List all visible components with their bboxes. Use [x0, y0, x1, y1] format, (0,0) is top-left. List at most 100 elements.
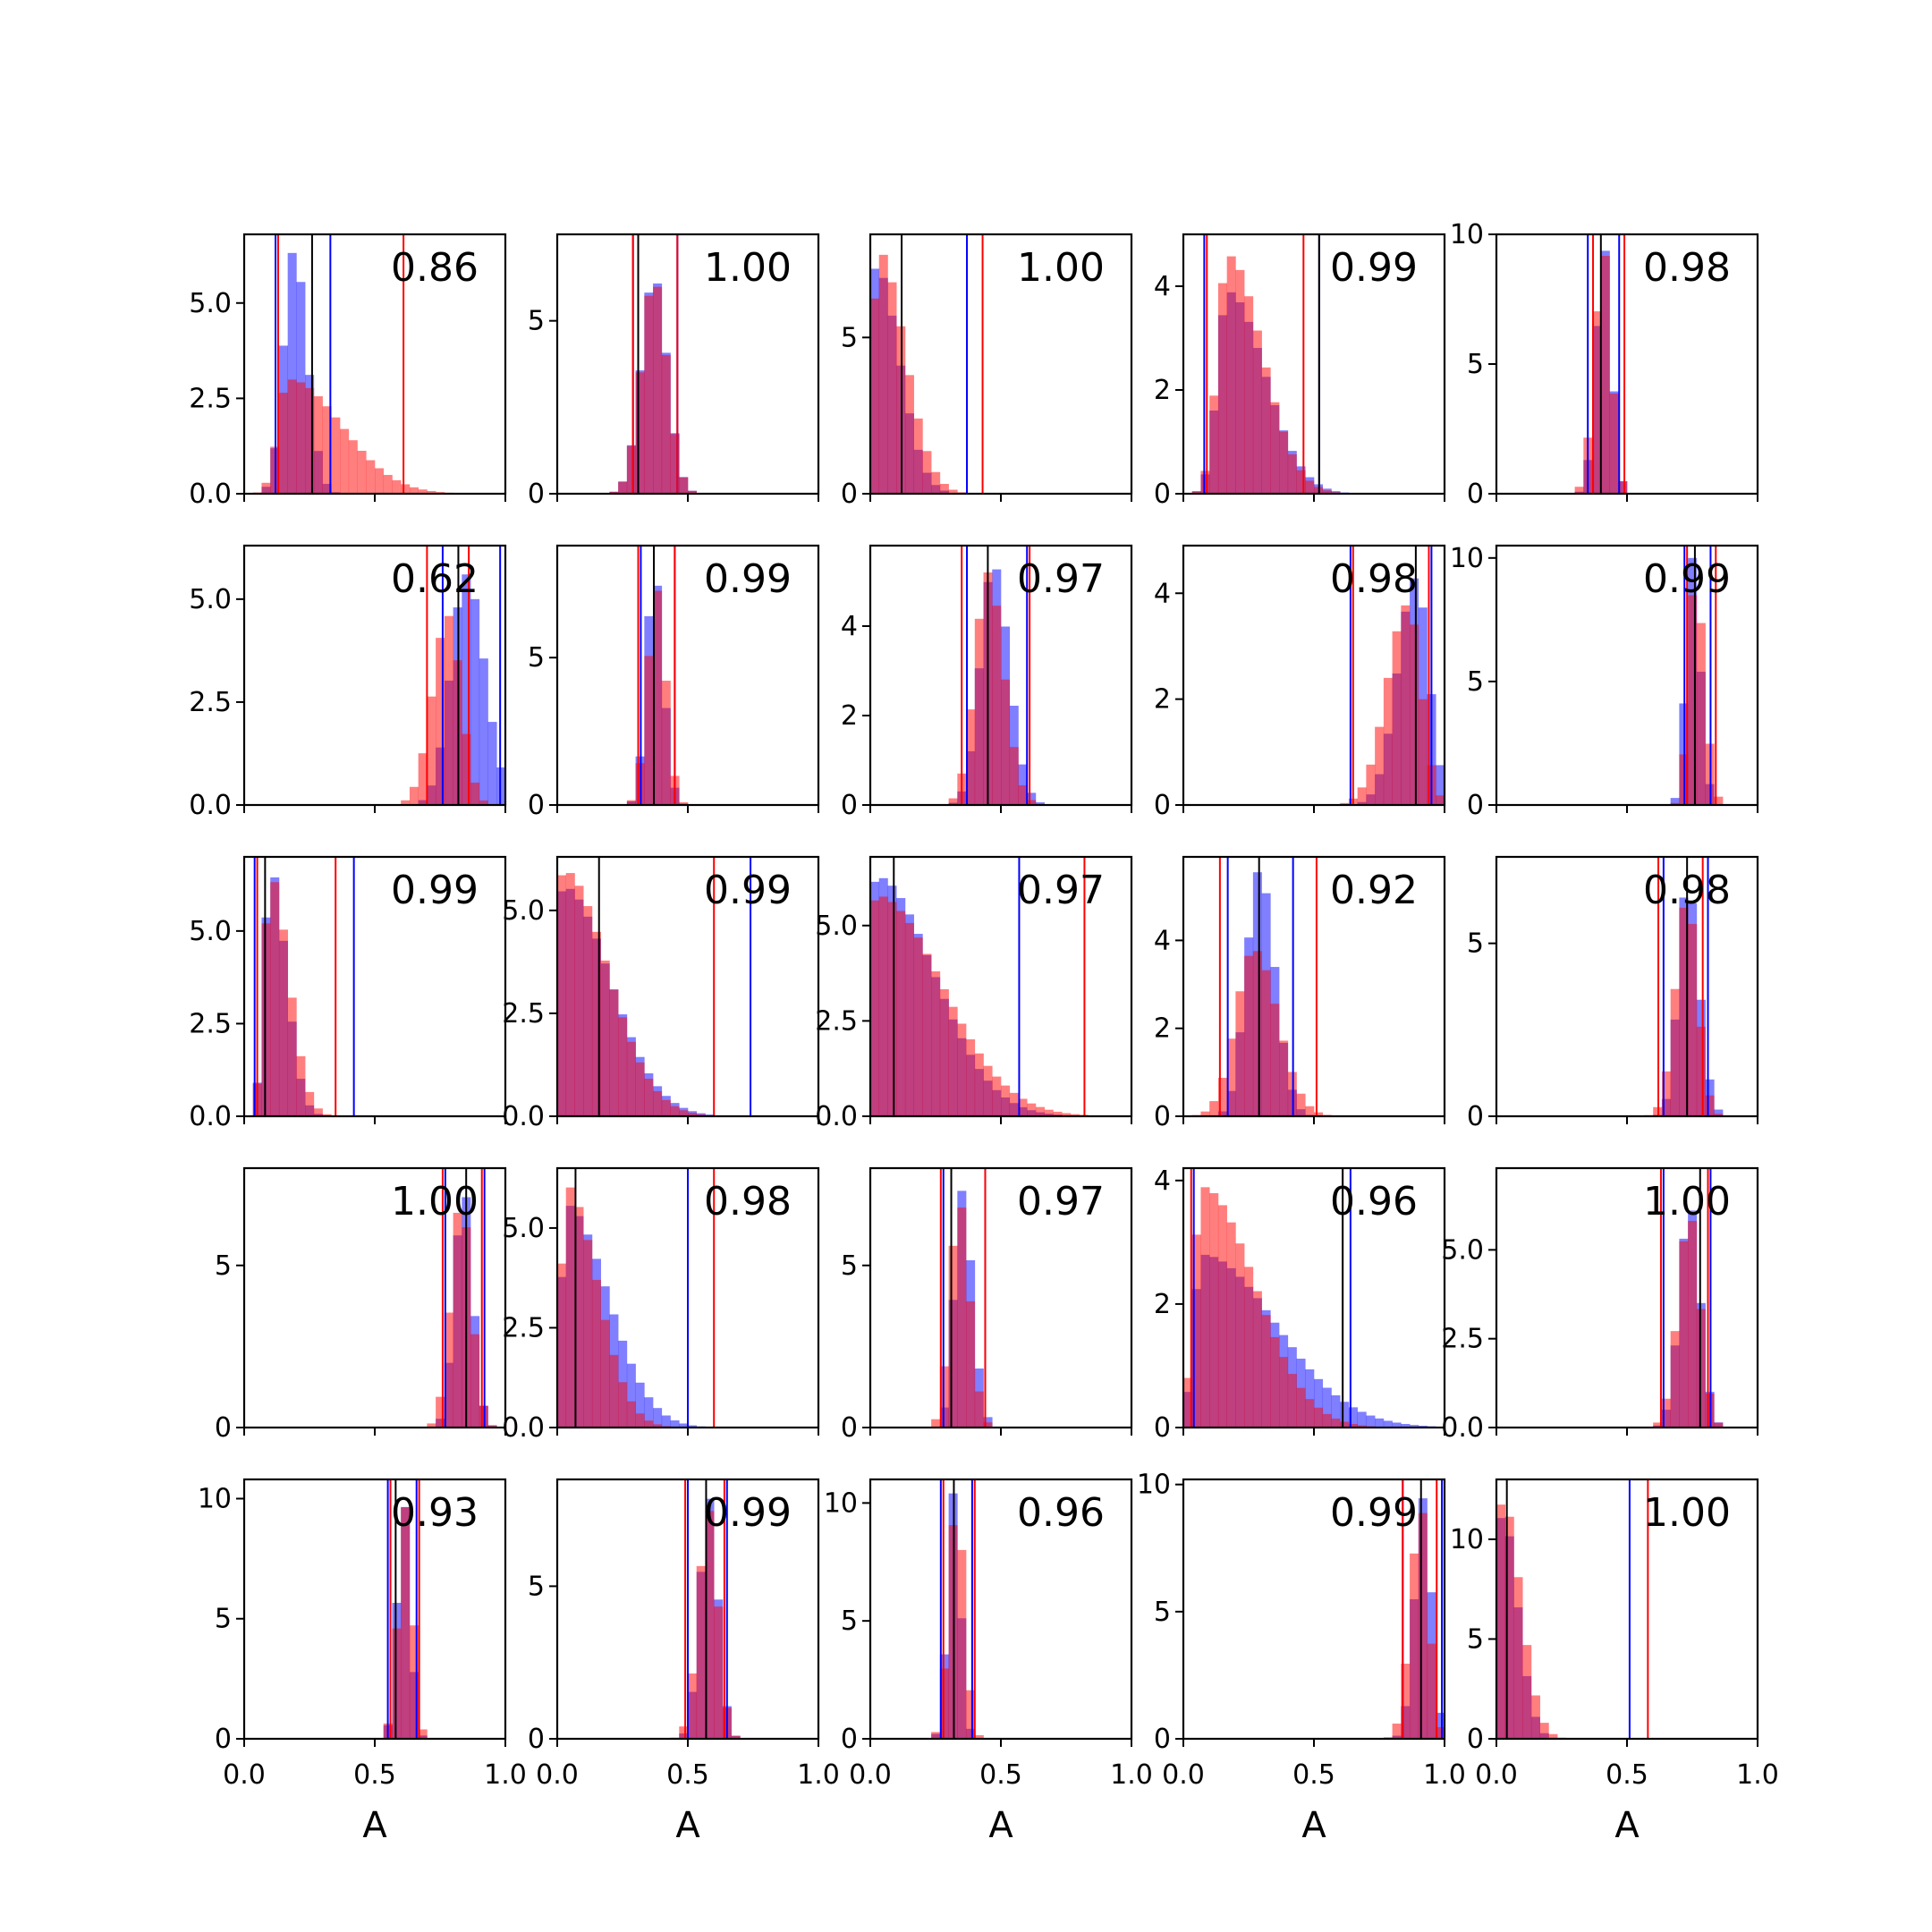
- red-bar: [1252, 1291, 1262, 1428]
- y-tick-label: 10: [1137, 1470, 1171, 1501]
- red-bar: [653, 286, 663, 494]
- score-annotation: 1.00: [1643, 1490, 1731, 1536]
- red-bar: [322, 406, 332, 494]
- red-bar: [679, 477, 689, 494]
- panel-2: 051.00: [528, 233, 820, 510]
- y-tick-label: 5: [528, 306, 545, 337]
- y-tick-label: 0.0: [189, 790, 232, 821]
- red-bar: [688, 490, 698, 494]
- y-tick-label: 2.5: [189, 687, 232, 718]
- red-bar: [992, 606, 1002, 805]
- y-tick-label: 5: [528, 642, 545, 674]
- red-bar: [1322, 490, 1332, 494]
- y-tick-label: 4: [1154, 1165, 1171, 1197]
- red-bar: [1200, 470, 1210, 494]
- red-bar: [992, 1076, 1002, 1116]
- y-tick-label: 5: [841, 1250, 858, 1282]
- red-bar: [931, 970, 941, 1116]
- red-bar: [1357, 787, 1367, 805]
- blue-bar: [635, 1382, 645, 1428]
- y-tick-label: 10: [1450, 219, 1484, 250]
- red-bar: [1009, 747, 1019, 805]
- y-tick-label: 0: [215, 1412, 232, 1444]
- histogram-bars: [557, 873, 715, 1116]
- panel-4: 0 2 4 0.99: [1154, 233, 1446, 510]
- red-bar: [1183, 1377, 1193, 1428]
- red-bar: [1670, 1331, 1680, 1428]
- red-bar: [913, 937, 923, 1116]
- blue-bar: [1436, 1712, 1445, 1739]
- y-tick-label: 5: [1467, 666, 1484, 698]
- red-bar: [1322, 1413, 1332, 1428]
- score-annotation: 0.97: [1017, 556, 1105, 602]
- red-bar: [957, 1208, 967, 1428]
- histogram-bars: [1383, 1498, 1445, 1739]
- blue-bar: [653, 1408, 663, 1428]
- red-bar: [600, 960, 610, 1116]
- panel-18: 050.97: [841, 1166, 1133, 1444]
- red-bar: [1714, 796, 1724, 805]
- x-tick-label: 0.5: [353, 1759, 396, 1791]
- red-bar: [1688, 924, 1698, 1116]
- red-bar: [1679, 1241, 1689, 1428]
- y-tick-label: 0.0: [502, 1412, 545, 1444]
- red-bar: [600, 1319, 610, 1428]
- y-tick-label: 2.5: [815, 1005, 858, 1037]
- red-bar: [1670, 802, 1680, 805]
- panel-8: 0 2 4 0.97: [841, 544, 1133, 821]
- red-bar: [1261, 1315, 1271, 1428]
- red-bar: [1357, 1425, 1367, 1428]
- panel-15: 050.98: [1467, 855, 1759, 1132]
- histogram-bars: [870, 877, 1089, 1116]
- red-bar: [983, 1422, 993, 1428]
- blue-bar: [1392, 1422, 1402, 1428]
- histogram-bars: [931, 1191, 993, 1428]
- red-bar: [983, 1065, 993, 1116]
- blue-bar: [496, 767, 505, 805]
- y-tick-label: 5.0: [189, 288, 232, 319]
- red-bar: [626, 1401, 636, 1428]
- red-bar: [574, 1207, 584, 1428]
- y-tick-label: 0: [1154, 1412, 1171, 1444]
- red-bar: [939, 1668, 949, 1739]
- red-bar: [635, 1413, 645, 1428]
- y-tick-label: 5.0: [1441, 1234, 1484, 1266]
- red-bar: [427, 490, 436, 494]
- red-bar: [1383, 677, 1393, 805]
- blue-bar: [470, 598, 480, 805]
- score-annotation: 0.97: [1017, 868, 1105, 913]
- x-tick-label: 1.0: [797, 1759, 840, 1791]
- panel-24: 0 5 10 0.0 0.5 1.0 A 0.99: [1137, 1470, 1466, 1846]
- blue-bar: [1714, 1109, 1724, 1116]
- red-bar: [1600, 256, 1610, 494]
- blue-bar: [1366, 1415, 1376, 1428]
- blue-bar: [1375, 1418, 1385, 1428]
- red-bar: [1270, 1336, 1280, 1428]
- red-bar: [427, 696, 436, 805]
- blue-bar: [1314, 1378, 1324, 1428]
- y-tick-label: 0: [215, 1724, 232, 1755]
- red-bar: [1504, 1516, 1514, 1739]
- blue-bar: [1027, 792, 1037, 805]
- panel-23: 0 5 10 0.0 0.5 1.0 A 0.96: [824, 1478, 1153, 1846]
- histogram-bars: [1191, 872, 1332, 1116]
- y-tick-label: 0: [1467, 790, 1484, 821]
- y-tick-label: 0: [1154, 479, 1171, 510]
- red-bar: [609, 1354, 619, 1428]
- red-bar: [1661, 1071, 1671, 1116]
- red-bar: [878, 896, 888, 1116]
- red-bar: [1436, 1726, 1445, 1739]
- red-bar: [1252, 951, 1262, 1116]
- red-bar: [1270, 402, 1280, 494]
- red-bar: [1609, 393, 1619, 494]
- y-tick-label: 0: [841, 1412, 858, 1444]
- red-bar: [1287, 1374, 1297, 1428]
- y-tick-label: 0.0: [815, 1101, 858, 1132]
- red-bar: [1001, 679, 1011, 805]
- red-bar: [1062, 1113, 1072, 1116]
- red-bar: [1200, 1111, 1210, 1116]
- panel-19: 0 2 4 0.96: [1154, 1165, 1446, 1444]
- y-tick-label: 4: [841, 611, 858, 642]
- red-bar: [653, 1090, 663, 1116]
